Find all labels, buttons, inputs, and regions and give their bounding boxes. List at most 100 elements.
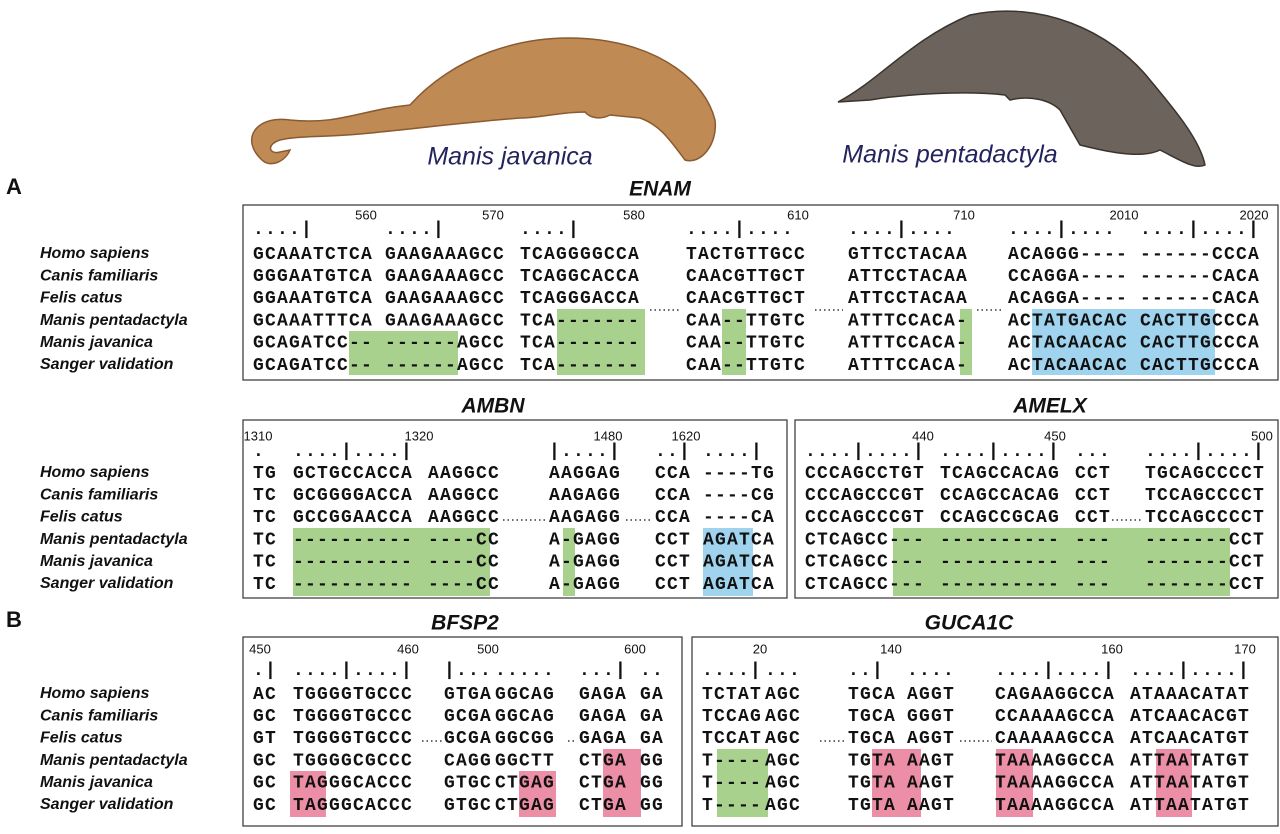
sequence: CAA--TTGTC <box>686 334 806 354</box>
sequence: ----TG <box>703 464 775 484</box>
deletion-highlight <box>557 309 645 375</box>
stop-highlight <box>290 771 326 817</box>
ruler: ....|....| <box>1130 661 1250 681</box>
sequence: AAGGCC <box>428 486 500 506</box>
panel-box <box>242 636 683 827</box>
deletion-highlight <box>349 331 458 375</box>
sequence: GGGAATGTCA <box>253 267 373 287</box>
sequence: GA <box>640 685 664 705</box>
sequence: AAGT <box>907 751 955 771</box>
species-label: Sanger validation <box>40 575 174 592</box>
sequence: TAGGGCACCC <box>293 774 413 794</box>
ruler: ....|....| <box>995 661 1115 681</box>
sequence: GAAGAAAGCC <box>385 311 505 331</box>
position-label: 600 <box>624 641 646 656</box>
deletion-highlight <box>717 749 768 817</box>
ruler: ....|.... <box>686 220 794 240</box>
gene-title: BFSP2 <box>431 612 499 635</box>
position-label: 570 <box>482 207 504 222</box>
sequence: GC <box>253 707 277 727</box>
pangolin <box>837 10 1206 167</box>
sequence: TCCAGCCCCT <box>1145 486 1265 506</box>
ruler: ..... <box>495 661 555 681</box>
sequence: GCAAATTTCA <box>253 311 373 331</box>
sequence: ATTCCTACAA <box>848 289 968 309</box>
sequence: T---- <box>702 774 762 794</box>
position-label: 160 <box>1101 641 1123 656</box>
sequence: ATTAATATGT <box>1130 774 1250 794</box>
sequence: ACAGGG---- <box>1008 245 1128 265</box>
ruler: |... <box>444 661 492 681</box>
sequence: TCAGGGACCA <box>520 289 640 309</box>
deletion-highlight <box>563 528 575 596</box>
sequence: GGCAG <box>495 685 555 705</box>
position-label: 20 <box>753 641 767 656</box>
ruler: ....|....| <box>293 661 413 681</box>
position-label: 2020 <box>1240 207 1269 222</box>
sequence: TCAGGGGCCA <box>520 245 640 265</box>
sequence: ----CC <box>428 553 500 573</box>
sequence: TACTGTTGCC <box>686 245 806 265</box>
ruler: ....| <box>385 220 445 240</box>
sequence: CTGA <box>579 774 627 794</box>
sequence: GCTGCCACCA <box>293 464 413 484</box>
ruler: ....|....| <box>940 442 1060 462</box>
sequence: GCAGATCC-- <box>253 334 373 354</box>
species-label: Felis catus <box>40 290 123 307</box>
sequence: TAAAAGGCCA <box>995 796 1115 816</box>
position-label: 1320 <box>405 428 434 443</box>
sequence: GC <box>253 751 277 771</box>
sequence: AGC <box>765 796 801 816</box>
ruler: ....| <box>520 220 580 240</box>
position-label: 500 <box>477 641 499 656</box>
sequence: TCTAT <box>702 685 762 705</box>
sequence: TGGGGTGCCC <box>293 729 413 749</box>
sequence: ---------- <box>940 553 1060 573</box>
sequence: CCCAGCCCGT <box>805 508 925 528</box>
sequence: TC <box>253 508 277 528</box>
sequence: A-GAGG <box>549 530 621 550</box>
insertion-highlight <box>1032 309 1215 375</box>
sequence: --- <box>1075 530 1111 550</box>
sequence: CACTTGCCCA <box>1140 311 1260 331</box>
sequence: CCT <box>1075 464 1111 484</box>
ruler: ....|....| <box>1140 220 1260 240</box>
position-label: 440 <box>912 428 934 443</box>
sequence: T---- <box>702 751 762 771</box>
ruler: ..| <box>655 442 691 462</box>
sequence: ATTCCTACAA <box>848 267 968 287</box>
sequence: TGGGGTGCCC <box>293 707 413 727</box>
ruler: ....| <box>253 220 313 240</box>
sequence: AAGT <box>907 796 955 816</box>
gene-title: GUCA1C <box>925 612 1015 635</box>
sequence: GAGA <box>579 729 627 749</box>
sequence: GCGGGGACCA <box>293 486 413 506</box>
sequence: TC <box>253 530 277 550</box>
position-label: 460 <box>397 641 419 656</box>
species-label: Canis familiaris <box>40 486 158 503</box>
sequence: TGCA <box>848 707 896 727</box>
sequence: -------CCT <box>1145 530 1265 550</box>
ruler: ....|....| <box>805 442 925 462</box>
sequence: CTCAGCC--- <box>805 530 925 550</box>
sequence: GGAAATGTCA <box>253 289 373 309</box>
sequence: -------CCT <box>1145 575 1265 595</box>
sequence: AAGGAG <box>549 464 621 484</box>
stop-highlight <box>603 749 641 817</box>
sequence: TCCAT <box>702 729 762 749</box>
ruler: ..| <box>848 661 884 681</box>
stop-highlight <box>996 749 1033 817</box>
sequence: TGGGGTGCCC <box>293 685 413 705</box>
species-label: Felis catus <box>40 730 123 747</box>
separators <box>422 309 1142 742</box>
stop-highlight <box>519 771 556 817</box>
sequence: ------AGCC <box>385 356 505 376</box>
sequence: CCAAAAGCCA <box>995 707 1115 727</box>
position-label: 1620 <box>672 428 701 443</box>
sequence: --- <box>1075 553 1111 573</box>
sequence: GCAGATCC-- <box>253 356 373 376</box>
sequence: TGCAGCCCCT <box>1145 464 1265 484</box>
position-label: 2010 <box>1110 207 1139 222</box>
sequence: GC <box>253 774 277 794</box>
